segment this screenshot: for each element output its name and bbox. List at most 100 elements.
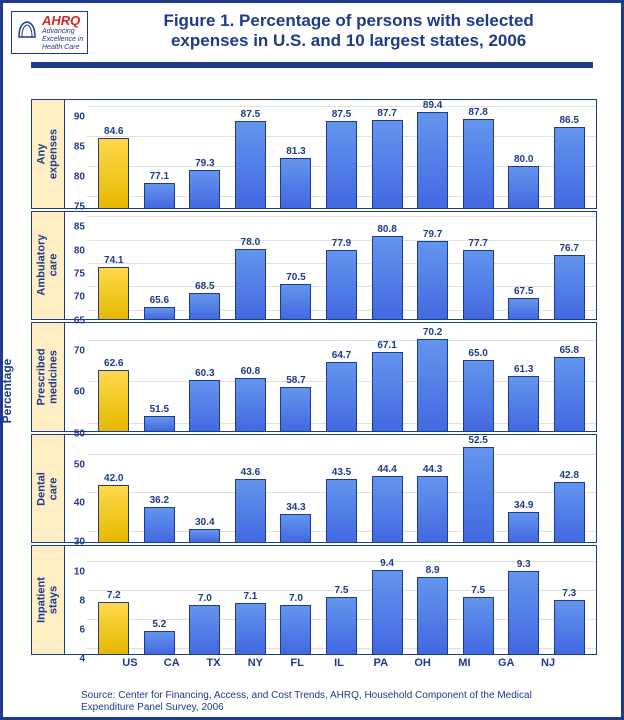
bar-slot: 86.5 [546,100,592,208]
x-tick: GA [485,657,527,669]
y-tick: 8 [79,595,85,606]
source-footer: Source: Center for Financing, Access, an… [81,690,597,713]
bar-slot: 42.8 [546,435,592,543]
bar-value-label: 30.4 [195,517,214,528]
bar-slot: 42.0 [91,435,137,543]
bar-slot: 61.3 [501,323,547,431]
plot-area: 42.036.230.443.634.343.544.444.352.534.9… [87,435,596,543]
panels-container: Anyexpenses7580859084.677.179.387.581.38… [31,99,597,655]
bar-state [508,298,539,319]
y-axis-ticks: 506070 [65,323,87,431]
bar-slot: 77.7 [455,212,501,320]
bar-value-label: 77.1 [150,171,169,182]
bar-value-label: 60.3 [195,368,214,379]
x-tick: TX [193,657,235,669]
bar-value-label: 68.5 [195,281,214,292]
bar-value-label: 58.7 [286,375,305,386]
chart-area: Percentage Anyexpenses7580859084.677.179… [3,91,621,677]
logo-sub1: Advancing [42,28,83,36]
plot-area: 84.677.179.387.581.387.587.789.487.880.0… [87,100,596,208]
bar-state [235,603,266,654]
y-tick: 70 [74,345,85,356]
bar-state [417,476,448,542]
bar-state [326,362,357,431]
bar-value-label: 87.5 [332,109,351,120]
bar-us [98,602,129,654]
chart-panel: Prescribedmedicines50607062.651.560.360.… [31,322,597,432]
bar-slot: 9.3 [501,546,547,654]
chart-panel: Dentalcare30405042.036.230.443.634.343.5… [31,434,597,544]
bar-value-label: 42.0 [104,473,123,484]
bar-value-label: 80.0 [514,154,533,165]
bar-value-label: 76.7 [560,243,579,254]
bar-value-label: 74.1 [104,255,123,266]
bar-value-label: 65.8 [560,345,579,356]
bar-value-label: 62.6 [104,358,123,369]
footer-line1: Source: Center for Financing, Access, an… [81,690,597,702]
x-tick: MI [444,657,486,669]
bar-slot: 52.5 [455,435,501,543]
bar-slot: 70.5 [273,212,319,320]
panel-label-cell: Inpatientstays [32,546,65,654]
bar-value-label: 64.7 [332,350,351,361]
y-tick: 80 [74,245,85,256]
bar-state [280,158,311,208]
bar-slot: 67.1 [364,323,410,431]
bar-slot: 7.3 [546,546,592,654]
y-tick: 75 [74,269,85,280]
bar-state [463,597,494,654]
bar-slot: 58.7 [273,323,319,431]
bar-state [280,605,311,654]
bar-value-label: 87.7 [377,108,396,119]
footer-line2: Expenditure Panel Survey, 2006 [81,702,597,714]
bar-value-label: 70.2 [423,327,442,338]
bar-state [144,631,175,654]
bar-slot: 64.7 [319,323,365,431]
panel-label-cell: Prescribedmedicines [32,323,65,431]
bar-slot: 89.4 [410,100,456,208]
x-tick: IL [318,657,360,669]
logo-sub2: Excellence in [42,36,83,44]
plot-area: 74.165.668.578.070.577.980.879.777.767.5… [87,212,596,320]
bar-slot: 78.0 [228,212,274,320]
y-tick: 6 [79,625,85,636]
y-tick: 85 [74,222,85,233]
bar-state [417,577,448,654]
panel-label-cell: Anyexpenses [32,100,65,208]
bar-value-label: 7.5 [335,585,349,596]
bar-value-label: 78.0 [241,237,260,248]
panel-label: Prescribedmedicines [36,349,59,406]
bar-state [235,479,266,543]
bar-slot: 79.7 [410,212,456,320]
bar-slot: 62.6 [91,323,137,431]
y-tick: 50 [74,459,85,470]
y-tick: 60 [74,387,85,398]
bar-state [144,183,175,208]
header-rule [31,62,593,68]
bar-state [508,166,539,208]
bar-state [144,416,175,430]
bar-value-label: 36.2 [150,495,169,506]
bar-state [372,120,403,208]
x-axis: USCATXNYFLILPAOHMIGANJ [31,655,597,669]
panel-label: Anyexpenses [36,129,59,179]
bar-slot: 87.8 [455,100,501,208]
bar-value-label: 43.5 [332,467,351,478]
bar-us [98,138,129,207]
bar-value-label: 7.2 [107,590,121,601]
bar-slot: 8.9 [410,546,456,654]
bar-slot: 87.5 [319,100,365,208]
bar-state [463,250,494,319]
bar-state [280,284,311,319]
bar-state [189,293,220,319]
bar-slot: 44.4 [364,435,410,543]
bar-value-label: 51.5 [150,404,169,415]
chart-panel: Inpatientstays468107.25.27.07.17.07.59.4… [31,545,597,655]
plot-area: 62.651.560.360.858.764.767.170.265.061.3… [87,323,596,431]
y-tick: 70 [74,292,85,303]
bar-state [554,127,585,208]
figure-title: Figure 1. Percentage of persons with sel… [88,11,609,52]
bar-slot: 51.5 [137,323,183,431]
bars-row: 62.651.560.360.858.764.767.170.265.061.3… [87,323,596,431]
bar-state [417,112,448,208]
